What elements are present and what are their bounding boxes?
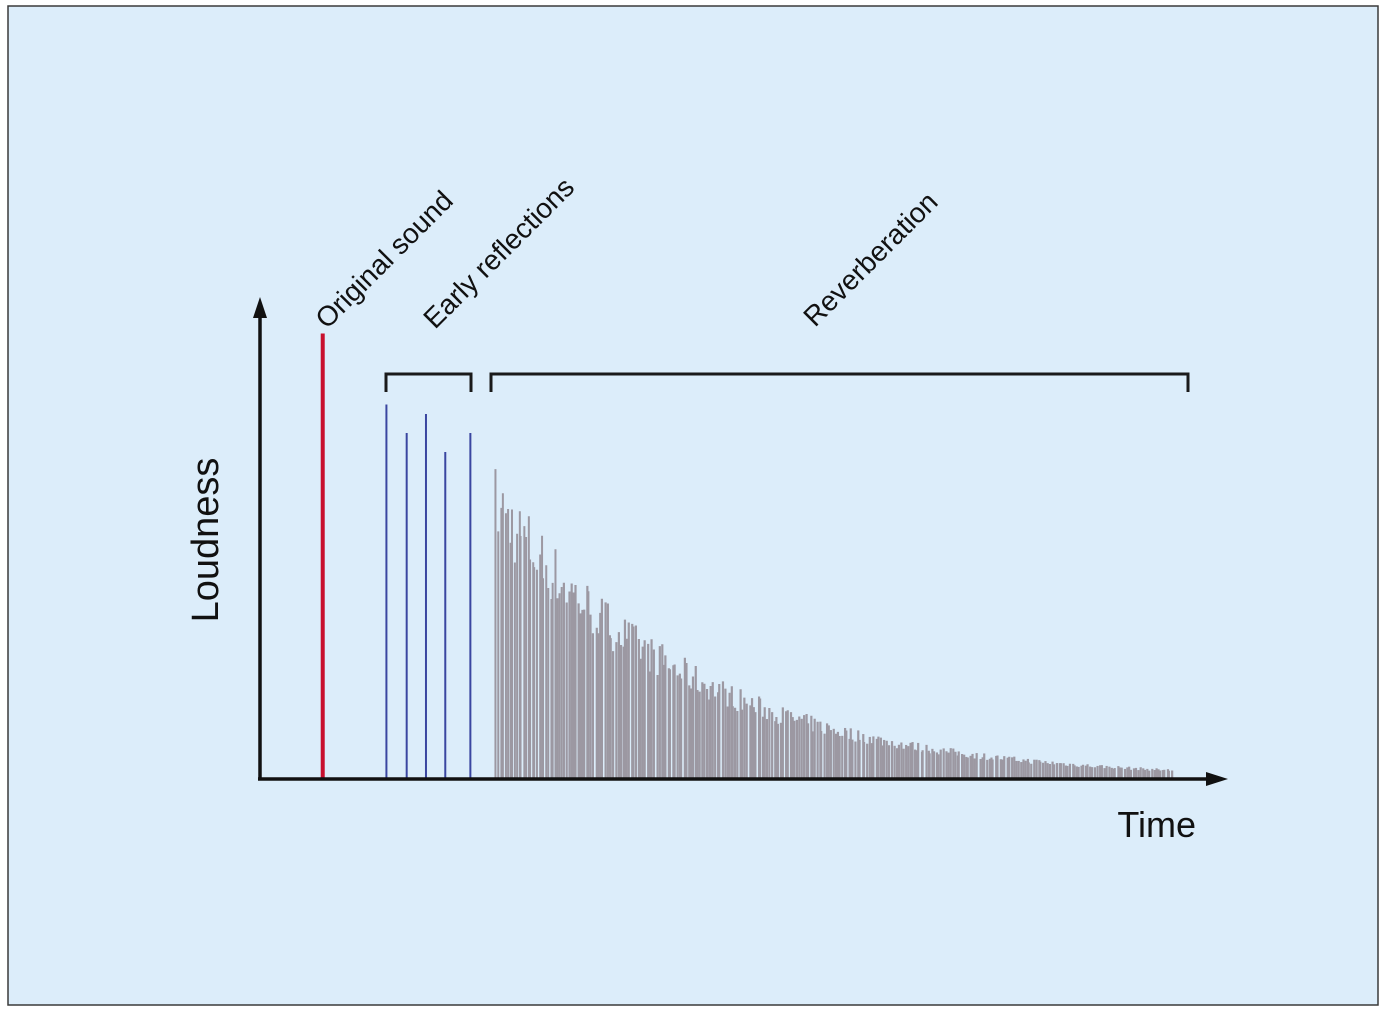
impulse-bars — [320, 333, 1174, 779]
diagram-background — [7, 5, 1379, 1006]
y-axis-label: Loudness — [185, 458, 227, 623]
x-axis-arrow-icon — [1206, 772, 1228, 786]
y-axis-arrow-icon — [253, 297, 267, 318]
reverberation-bracket — [489, 372, 1190, 392]
early-reflections-bracket — [384, 372, 473, 392]
x-axis-label: Time — [1117, 804, 1196, 845]
